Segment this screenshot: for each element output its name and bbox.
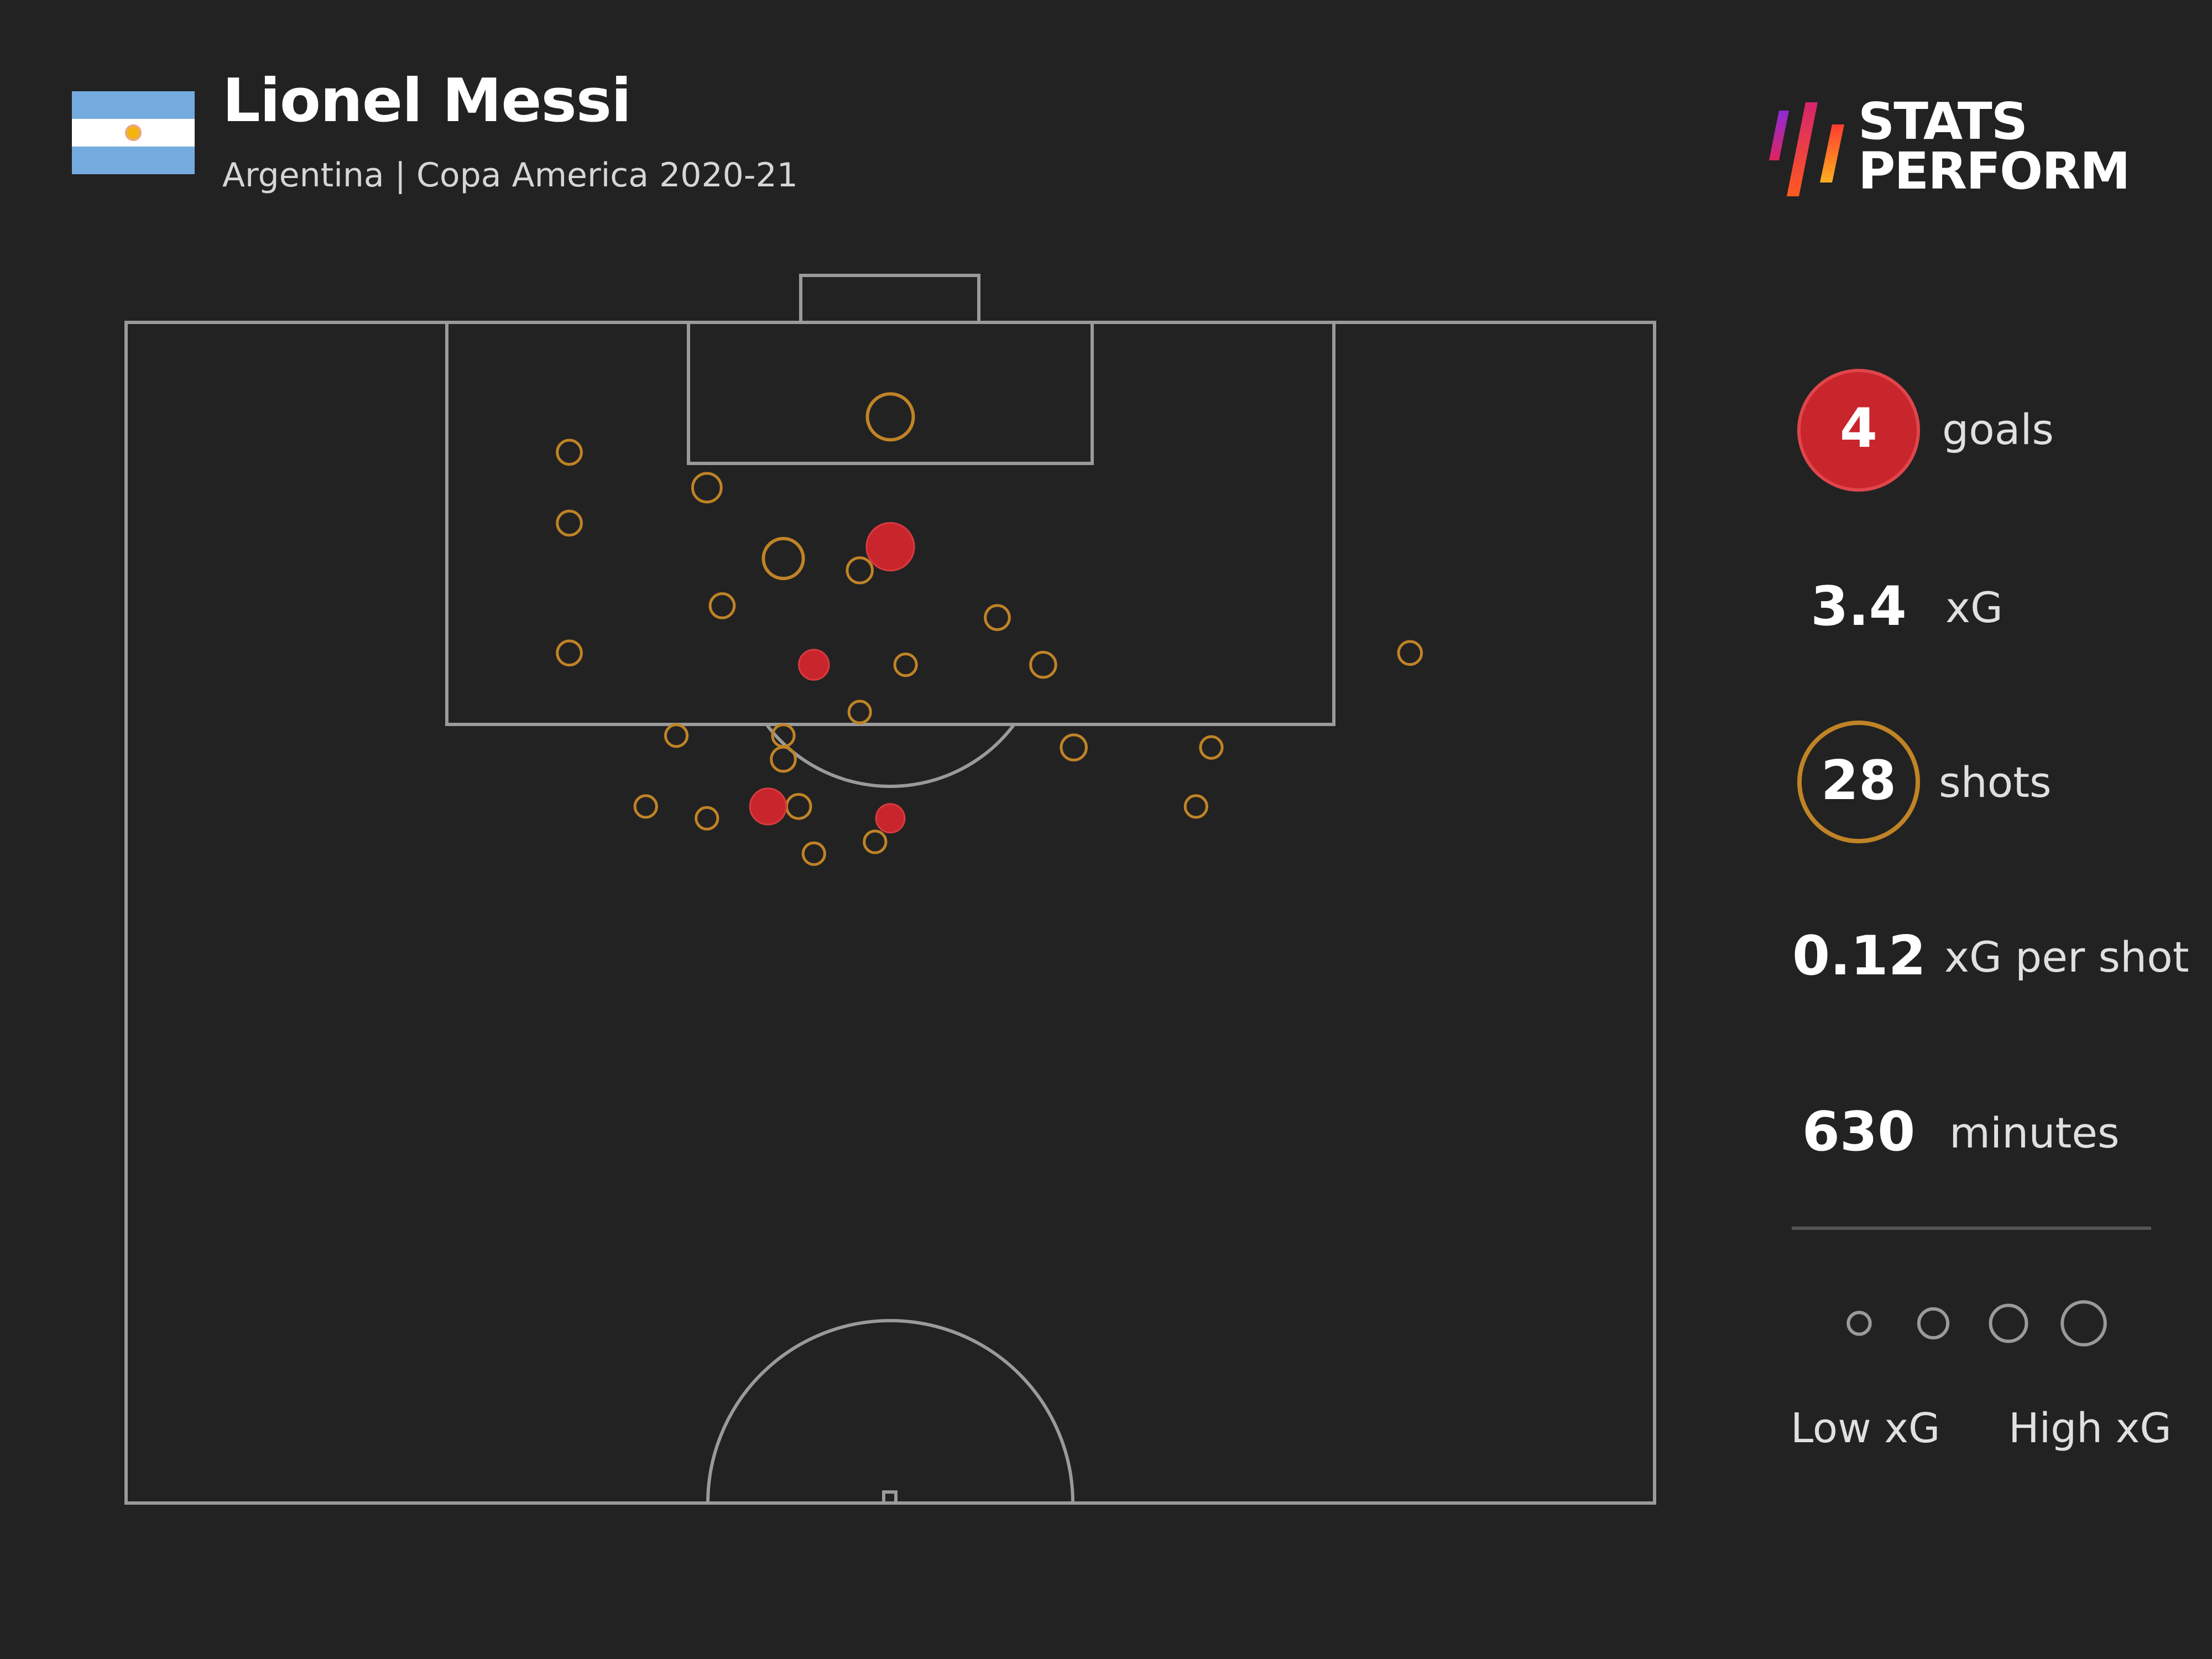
shot-marker-13 xyxy=(1397,640,1423,666)
logo-stripes-icon xyxy=(1769,102,1844,196)
shot-marker-19 xyxy=(1199,735,1224,760)
page-subtitle: Argentina | Copa America 2020-21 xyxy=(222,156,798,195)
pitch-lines xyxy=(124,274,1656,1505)
shot-marker-7 xyxy=(708,592,736,619)
shot-marker-27 xyxy=(863,830,888,854)
shots-layer xyxy=(556,392,1423,866)
legend-size-circle-2 xyxy=(1989,1303,2028,1343)
legend-size-circle-3 xyxy=(2060,1300,2107,1347)
logo-line-2: PERFORM xyxy=(1858,142,2131,201)
six-yard-box xyxy=(687,321,1094,465)
shot-marker-20 xyxy=(633,794,658,819)
shot-marker-21 xyxy=(695,806,719,831)
pitch-outline xyxy=(124,321,1656,1505)
shot-marker-17 xyxy=(770,745,797,773)
goal-marker-24 xyxy=(875,803,906,834)
argentina-flag xyxy=(72,91,195,174)
stats-perform-logo: STATS PERFORM xyxy=(1767,92,2132,202)
penalty-arc xyxy=(765,723,1016,788)
goals-label: goals xyxy=(1942,405,2054,454)
minutes-value: 630 xyxy=(1802,1100,1916,1164)
goal-marker-22 xyxy=(749,787,787,826)
shot-marker-18 xyxy=(1060,733,1088,761)
shot-marker-0 xyxy=(865,392,915,442)
xg-label: xG xyxy=(1945,583,2003,632)
legend-low-label: Low xG xyxy=(1791,1405,1940,1452)
centre-circle xyxy=(706,1319,1074,1504)
goal-marker-10 xyxy=(798,649,830,681)
shot-marker-25 xyxy=(1183,794,1208,819)
goal-marker-1 xyxy=(865,522,915,572)
legend-size-circle-1 xyxy=(1917,1307,1950,1340)
xg-size-legend xyxy=(1846,1300,2107,1347)
legend-size-circle-0 xyxy=(1846,1311,1872,1336)
shot-marker-3 xyxy=(846,556,874,585)
shot-marker-5 xyxy=(691,472,723,504)
shots-value: 28 xyxy=(1820,749,1897,812)
shot-marker-6 xyxy=(556,509,583,537)
xg-per-shot-value: 0.12 xyxy=(1792,925,1926,988)
xg-value: 3.4 xyxy=(1811,575,1907,638)
shots-label: shots xyxy=(1939,758,2052,807)
goals-value: 4 xyxy=(1839,397,1878,460)
shot-marker-26 xyxy=(801,841,826,866)
shot-marker-23 xyxy=(785,793,812,820)
minutes-label: minutes xyxy=(1949,1108,2120,1157)
xg-per-shot-label: xG per shot xyxy=(1944,932,2189,982)
shot-marker-2 xyxy=(761,536,805,581)
shot-marker-11 xyxy=(893,653,918,677)
shot-marker-15 xyxy=(664,723,689,748)
centre-spot xyxy=(882,1490,898,1505)
legend-high-label: High xG xyxy=(2008,1405,2172,1452)
goals-badge xyxy=(1797,369,1920,492)
shot-marker-14 xyxy=(847,700,872,724)
logo-line-1: STATS xyxy=(1858,92,2028,151)
shot-marker-4 xyxy=(556,439,583,466)
sun-of-may-icon xyxy=(125,124,142,141)
shot-marker-8 xyxy=(984,604,1011,632)
page-title: Lionel Messi xyxy=(222,66,632,135)
stats-divider xyxy=(1792,1227,2151,1230)
shot-marker-12 xyxy=(1029,650,1057,679)
shot-marker-9 xyxy=(556,639,583,667)
shots-badge xyxy=(1797,721,1920,843)
goal-frame xyxy=(799,274,980,324)
